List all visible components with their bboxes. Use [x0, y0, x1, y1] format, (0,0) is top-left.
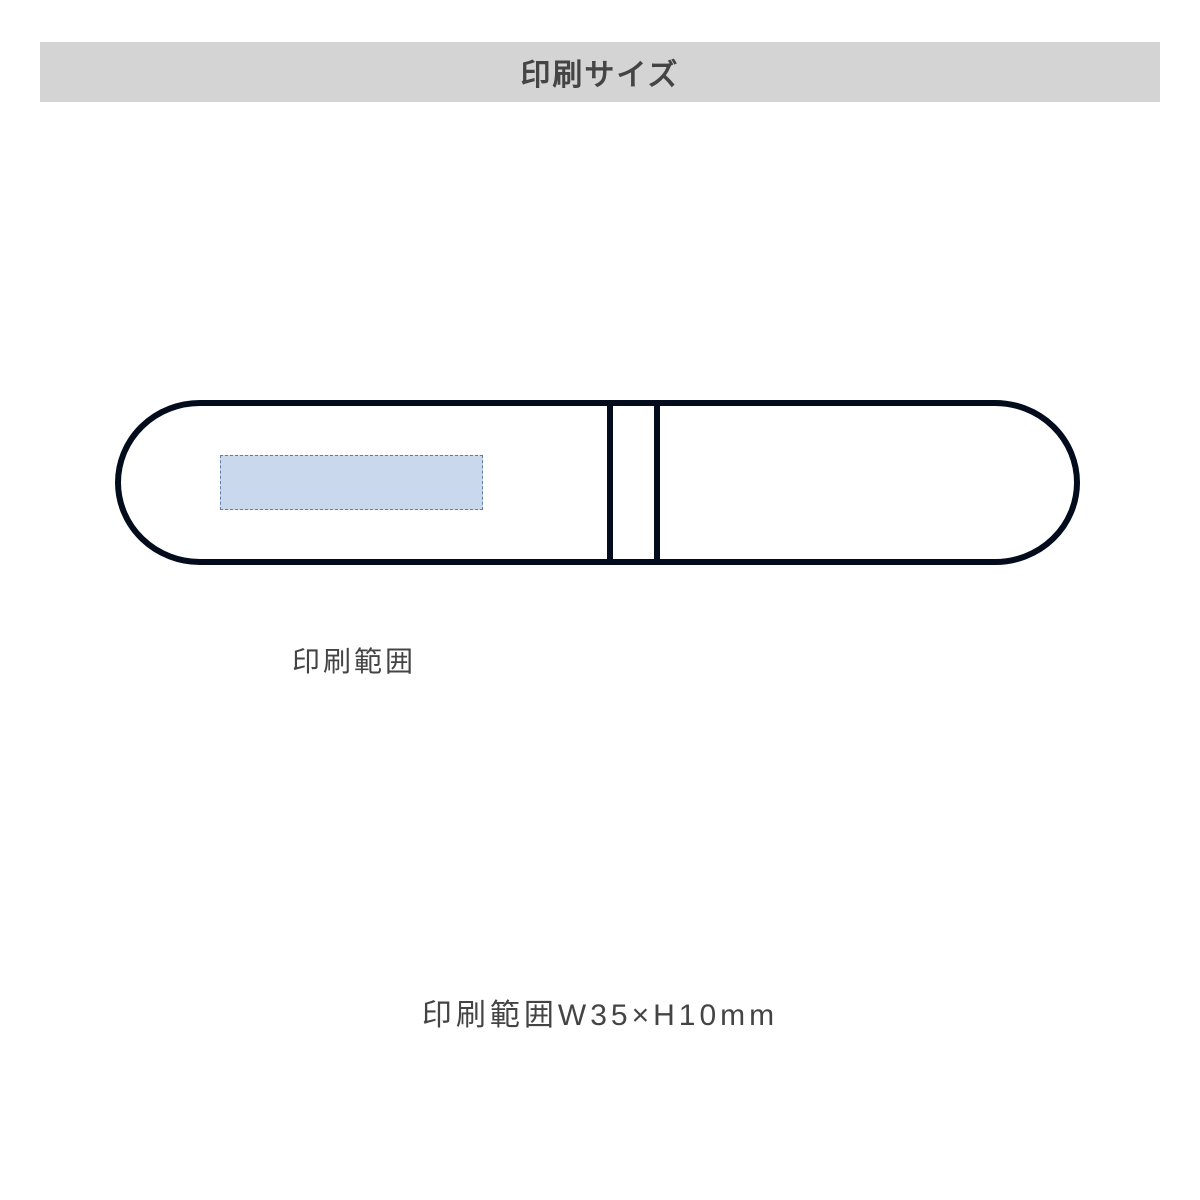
capsule-diagram	[115, 400, 1080, 565]
dimension-text: 印刷範囲W35×H10mm	[0, 990, 1200, 1034]
print-area-box	[220, 455, 483, 510]
header-bar: 印刷サイズ	[40, 42, 1160, 102]
print-area-label: 印刷範囲	[292, 640, 416, 680]
header-title: 印刷サイズ	[520, 50, 679, 94]
